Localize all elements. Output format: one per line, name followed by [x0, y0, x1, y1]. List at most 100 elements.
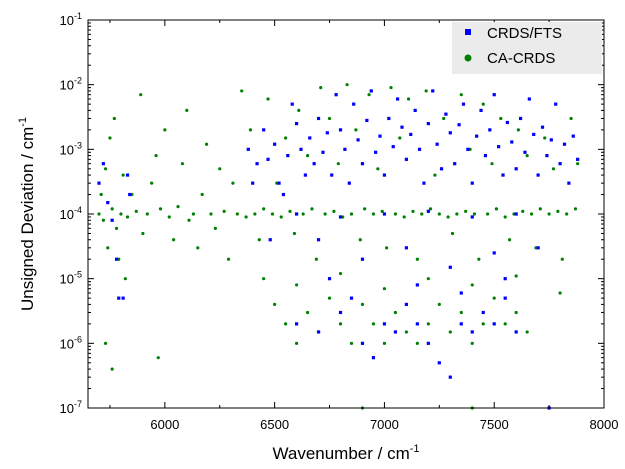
data-point-crds-fts: [510, 140, 514, 144]
data-point-ca-crds: [402, 215, 406, 219]
legend-box: [452, 22, 602, 74]
data-point-ca-crds: [294, 341, 299, 345]
data-point-crds-fts: [286, 154, 290, 158]
data-point-crds-fts: [448, 131, 452, 135]
data-point-crds-fts: [514, 330, 518, 334]
data-point-crds-fts: [294, 212, 299, 216]
data-point-crds-fts: [387, 116, 391, 121]
data-point-ca-crds: [382, 341, 387, 345]
data-point-ca-crds: [310, 207, 314, 211]
data-point-crds-fts: [514, 212, 518, 216]
data-point-ca-crds: [433, 173, 437, 177]
data-point-crds-fts: [459, 322, 463, 326]
y-tick-label: 10-3: [60, 140, 82, 157]
data-point-crds-fts: [501, 173, 505, 177]
data-point-ca-crds: [112, 116, 116, 121]
data-point-crds-fts: [492, 322, 496, 326]
data-point-crds-fts: [492, 93, 496, 97]
data-point-crds-fts: [453, 162, 457, 166]
data-point-ca-crds: [226, 257, 231, 261]
data-point-ca-crds: [332, 209, 336, 213]
data-point-ca-crds: [477, 257, 481, 261]
data-point-crds-fts: [562, 142, 567, 146]
data-point-crds-fts: [382, 322, 387, 326]
data-point-ca-crds: [543, 136, 547, 140]
data-point-crds-fts: [470, 181, 474, 185]
data-point-crds-fts: [400, 125, 404, 129]
series-ca-crds: [97, 83, 580, 410]
data-point-crds-fts: [492, 251, 496, 255]
data-point-crds-fts: [294, 121, 299, 126]
data-point-crds-fts: [360, 257, 365, 261]
data-point-ca-crds: [338, 271, 343, 276]
data-point-ca-crds: [119, 212, 123, 216]
data-point-crds-fts: [343, 147, 347, 151]
data-point-crds-fts: [444, 112, 448, 116]
data-point-ca-crds: [156, 356, 160, 360]
data-point-ca-crds: [503, 322, 507, 326]
data-point-ca-crds: [538, 207, 542, 211]
data-point-crds-fts: [299, 147, 303, 151]
data-point-ca-crds: [213, 226, 217, 230]
data-point-crds-fts: [448, 265, 452, 269]
data-point-ca-crds: [273, 302, 277, 307]
data-point-ca-crds: [253, 212, 257, 216]
data-point-ca-crds: [121, 173, 125, 177]
data-point-ca-crds: [185, 108, 189, 113]
data-point-ca-crds: [294, 283, 299, 287]
data-point-ca-crds: [196, 246, 200, 250]
data-point-ca-crds: [404, 330, 408, 334]
data-point-crds-fts: [435, 142, 439, 146]
data-point-crds-fts: [523, 150, 527, 154]
data-point-crds-fts: [382, 212, 387, 216]
data-point-crds-fts: [281, 192, 286, 197]
data-point-ca-crds: [472, 212, 477, 216]
y-tick-label-exp: -5: [74, 270, 82, 280]
data-point-ca-crds: [551, 167, 556, 171]
data-point-ca-crds: [110, 367, 114, 371]
y-tick-label-exp: -7: [74, 399, 82, 409]
data-point-ca-crds: [446, 215, 450, 219]
data-point-ca-crds: [284, 322, 288, 326]
data-point-ca-crds: [521, 209, 525, 213]
data-point-crds-fts: [518, 116, 523, 121]
data-point-ca-crds: [158, 207, 163, 211]
data-point-ca-crds: [415, 257, 419, 261]
data-point-crds-fts: [527, 97, 531, 101]
y-tick-label-exp: -3: [74, 140, 82, 150]
data-point-ca-crds: [345, 83, 349, 87]
data-point-ca-crds: [323, 212, 327, 216]
data-point-crds-fts: [413, 108, 417, 113]
data-point-ca-crds: [426, 277, 430, 281]
data-point-crds-fts: [503, 296, 507, 300]
data-point-ca-crds: [125, 215, 130, 219]
data-point-ca-crds: [327, 296, 332, 300]
data-point-ca-crds: [442, 116, 446, 121]
y-tick-label: 10-5: [60, 270, 82, 287]
data-point-crds-fts: [479, 108, 483, 113]
data-point-ca-crds: [134, 209, 138, 213]
x-tick-label: 8000: [590, 417, 619, 432]
data-point-ca-crds: [516, 128, 520, 132]
data-point-crds-fts: [268, 238, 272, 242]
y-tick-label: 10-7: [60, 399, 82, 416]
data-point-crds-fts: [540, 125, 545, 129]
data-point-ca-crds: [514, 310, 518, 315]
data-point-crds-fts: [97, 181, 101, 185]
data-point-ca-crds: [176, 205, 180, 209]
data-point-ca-crds: [490, 162, 494, 166]
data-point-ca-crds: [319, 86, 323, 90]
data-point-ca-crds: [284, 136, 288, 140]
data-point-crds-fts: [470, 330, 474, 334]
data-point-ca-crds: [556, 209, 560, 213]
data-point-ca-crds: [367, 93, 371, 97]
data-point-crds-fts: [459, 291, 463, 295]
data-point-ca-crds: [187, 218, 191, 222]
data-point-crds-fts: [128, 192, 132, 197]
data-point-ca-crds: [279, 215, 283, 219]
data-point-crds-fts: [378, 134, 382, 138]
series-crds-fts: [97, 89, 580, 410]
series-layer: [97, 83, 580, 410]
data-point-crds-fts: [303, 173, 307, 177]
data-point-crds-fts: [567, 181, 571, 185]
